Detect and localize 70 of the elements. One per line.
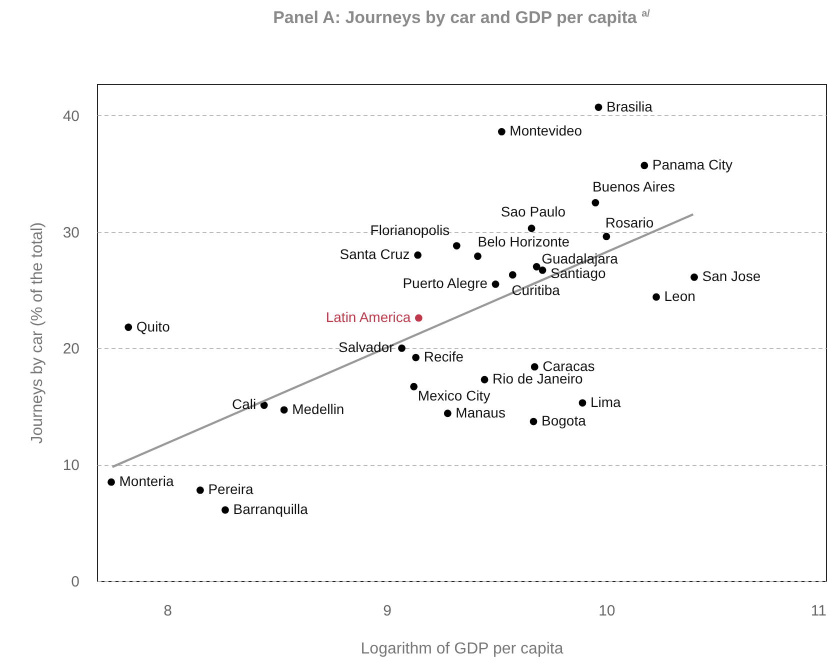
point — [690, 274, 698, 281]
annotation: Lima — [590, 394, 622, 410]
point — [260, 402, 268, 409]
point — [108, 478, 115, 486]
x-tick-label: 9 — [383, 602, 392, 620]
point — [602, 232, 610, 240]
point — [222, 506, 229, 514]
annotation: Montevideo — [510, 122, 582, 139]
y-tick-label: 10 — [62, 457, 80, 474]
point — [508, 271, 516, 279]
annotation: San Jose — [702, 268, 761, 284]
annotation: Quito — [136, 318, 170, 334]
annotation: Curitiba — [512, 282, 560, 298]
point — [414, 314, 422, 322]
annotation: Guadalajara — [542, 250, 618, 267]
annotation: Monteria — [119, 473, 174, 490]
annotation: Leon — [664, 288, 696, 304]
point — [498, 128, 506, 136]
annotation: Cali — [232, 396, 256, 412]
point — [530, 418, 538, 426]
annotation: Manaus — [456, 404, 506, 420]
point — [414, 251, 422, 259]
annotation: Pereira — [208, 481, 254, 498]
point — [492, 280, 500, 288]
annotation: Puerto Alegre — [402, 275, 488, 292]
point — [280, 406, 288, 414]
y-tick-label: 20 — [62, 340, 80, 358]
point — [532, 263, 540, 270]
point — [528, 224, 536, 232]
annotation: Florianopolis — [370, 222, 450, 238]
point — [538, 266, 546, 274]
x-tick-label: 10 — [598, 602, 616, 620]
annotation: Latin America — [326, 308, 411, 325]
annotation: Barranquilla — [233, 501, 308, 517]
annotation: Belo Horizonte — [478, 233, 570, 250]
annotation: Buenos Aires — [592, 178, 675, 195]
annotation: Rosario — [605, 214, 654, 230]
annotation: Salvador — [338, 339, 394, 356]
point — [652, 293, 660, 301]
annotation: Santa Cruz — [340, 246, 410, 262]
point — [410, 382, 418, 390]
x-tick-label: 11 — [810, 602, 826, 620]
annotation: Recife — [424, 348, 464, 365]
y-axis-title: Journeys by car (% of the total) — [28, 222, 46, 444]
chart-title: Panel A: Journeys by car and GDP per capita $^{a/}$ — [272, 8, 651, 28]
point — [594, 104, 602, 111]
y-tick-label: 30 — [62, 224, 80, 242]
x-tick-label: 8 — [164, 602, 172, 620]
point — [412, 354, 420, 362]
annotation: Mexico City — [418, 388, 490, 404]
annotation: Bogota — [542, 412, 586, 429]
point — [398, 344, 406, 352]
point — [196, 486, 204, 494]
y-tick-label: 0 — [71, 574, 80, 590]
point — [474, 252, 482, 260]
annotation: Panama City — [652, 156, 733, 172]
point — [640, 162, 648, 170]
point — [444, 410, 452, 418]
annotation: Medellin — [292, 400, 344, 417]
annotation: Sao Paulo — [500, 203, 566, 220]
point — [592, 199, 600, 206]
point — [480, 376, 488, 384]
point — [452, 242, 460, 250]
annotation: Brasilia — [606, 98, 653, 114]
point — [530, 363, 538, 371]
point — [578, 399, 586, 407]
annotation: Santiago — [550, 265, 606, 282]
x-axis-title: Logarithm of GDP per capita — [360, 640, 564, 658]
point — [124, 324, 132, 331]
y-tick-label: 40 — [62, 108, 80, 125]
